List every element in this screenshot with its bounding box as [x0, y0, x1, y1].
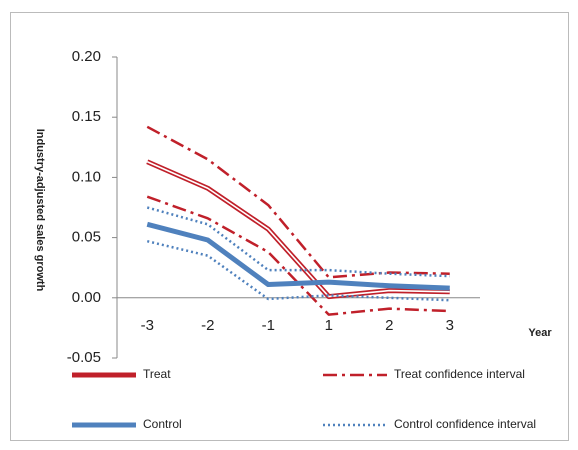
x-tick-label: -1 — [262, 317, 275, 334]
y-tick-label: 0.20 — [72, 48, 101, 65]
y-tick-label: 0.10 — [72, 168, 101, 185]
legend-label: Control confidence interval — [394, 417, 536, 431]
x-tick-label: 3 — [446, 317, 454, 334]
series-line — [146, 125, 450, 279]
series-line — [146, 161, 450, 298]
y-axis-label: Industry-adjusted sales growth — [34, 129, 46, 292]
x-tick-label: 2 — [385, 317, 393, 334]
x-axis-label: Year — [528, 327, 552, 339]
y-tick-label: -0.05 — [67, 349, 101, 366]
legend-label: Treat — [143, 367, 171, 381]
x-tick-label: -2 — [201, 317, 214, 334]
x-tick-label: 1 — [325, 317, 333, 334]
legend-label: Treat confidence interval — [394, 367, 525, 381]
series-line — [146, 221, 450, 291]
x-tick-label: -3 — [141, 317, 154, 334]
series-line — [146, 195, 450, 316]
y-tick-label: 0.05 — [72, 229, 101, 246]
y-tick-label: 0.15 — [72, 108, 101, 125]
series-line — [146, 239, 450, 302]
y-tick-label: 0.00 — [72, 289, 101, 306]
legend-label: Control — [143, 417, 182, 431]
chart-frame — [10, 12, 569, 441]
